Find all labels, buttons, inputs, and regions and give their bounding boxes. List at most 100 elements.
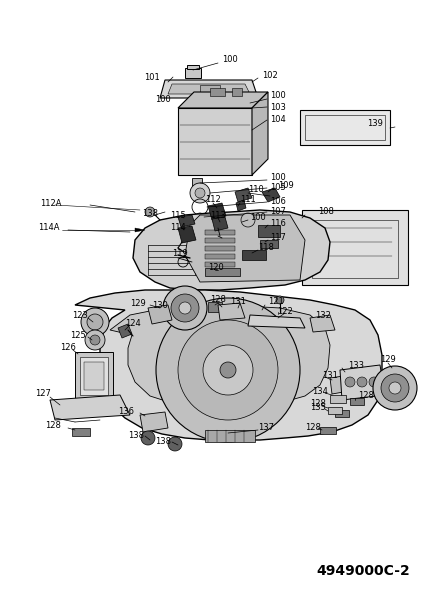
- Circle shape: [369, 377, 379, 387]
- Polygon shape: [212, 217, 228, 231]
- Circle shape: [141, 431, 155, 445]
- Circle shape: [87, 314, 103, 330]
- Bar: [80, 357, 108, 395]
- Circle shape: [90, 335, 100, 345]
- Text: 102: 102: [262, 71, 278, 80]
- Text: 106: 106: [270, 197, 286, 206]
- Bar: [205, 246, 235, 251]
- Text: 118: 118: [258, 244, 274, 253]
- Text: 128: 128: [305, 422, 321, 431]
- Bar: [208, 302, 222, 312]
- Bar: [335, 410, 349, 417]
- Bar: [205, 430, 255, 442]
- Text: 122: 122: [277, 307, 293, 316]
- Text: 134: 134: [312, 388, 328, 397]
- Text: 100: 100: [270, 173, 286, 182]
- Bar: [328, 407, 342, 414]
- Polygon shape: [310, 315, 335, 332]
- Circle shape: [156, 298, 300, 442]
- Circle shape: [163, 286, 207, 330]
- Bar: [350, 398, 364, 405]
- Text: 114A: 114A: [38, 223, 59, 232]
- Polygon shape: [302, 210, 408, 285]
- Text: 111: 111: [240, 196, 256, 205]
- Circle shape: [190, 183, 210, 203]
- Circle shape: [357, 377, 367, 387]
- Text: 100: 100: [222, 55, 238, 64]
- Circle shape: [373, 366, 417, 410]
- Text: 128: 128: [310, 398, 326, 407]
- Polygon shape: [208, 203, 226, 220]
- Polygon shape: [340, 365, 385, 400]
- Bar: [205, 254, 235, 259]
- Bar: [72, 428, 90, 436]
- Bar: [205, 268, 240, 276]
- Text: 138: 138: [142, 208, 158, 217]
- Text: 120: 120: [208, 263, 224, 272]
- Text: 124: 124: [125, 319, 141, 328]
- Polygon shape: [235, 188, 252, 202]
- Bar: [330, 395, 346, 403]
- Text: 117: 117: [270, 233, 286, 242]
- Text: 128: 128: [210, 295, 226, 304]
- Text: 107: 107: [270, 208, 286, 217]
- Bar: [192, 100, 200, 108]
- Circle shape: [389, 382, 401, 394]
- Text: 104: 104: [270, 115, 286, 124]
- Circle shape: [81, 308, 109, 336]
- Polygon shape: [140, 412, 168, 432]
- Bar: [185, 68, 201, 78]
- Text: 136: 136: [118, 407, 134, 416]
- Circle shape: [241, 213, 255, 227]
- Text: 137: 137: [258, 424, 274, 433]
- Polygon shape: [218, 303, 245, 320]
- Bar: [205, 238, 235, 243]
- Text: 100: 100: [270, 91, 286, 100]
- Polygon shape: [236, 200, 246, 211]
- Bar: [75, 352, 113, 400]
- Text: 132: 132: [315, 311, 331, 320]
- Polygon shape: [252, 92, 268, 175]
- Bar: [200, 85, 220, 93]
- Text: 138: 138: [128, 431, 144, 439]
- Polygon shape: [178, 92, 268, 108]
- Polygon shape: [135, 228, 145, 232]
- Text: 112A: 112A: [40, 199, 61, 208]
- Text: 116: 116: [270, 218, 286, 227]
- Text: 133: 133: [348, 361, 364, 370]
- Text: 130: 130: [152, 301, 168, 310]
- Circle shape: [171, 294, 199, 322]
- Polygon shape: [75, 290, 382, 440]
- Text: 101: 101: [144, 73, 160, 82]
- Text: 128: 128: [358, 391, 374, 400]
- Bar: [320, 427, 336, 434]
- Text: 138: 138: [155, 437, 171, 446]
- Circle shape: [203, 345, 253, 395]
- Polygon shape: [118, 324, 132, 338]
- Circle shape: [145, 207, 155, 217]
- Text: 103: 103: [270, 103, 286, 112]
- Polygon shape: [178, 226, 196, 243]
- Polygon shape: [300, 110, 390, 145]
- Bar: [84, 362, 104, 390]
- Polygon shape: [50, 395, 130, 420]
- Polygon shape: [178, 215, 195, 227]
- Circle shape: [168, 437, 182, 451]
- Polygon shape: [160, 80, 258, 98]
- Bar: [205, 262, 235, 267]
- Bar: [238, 100, 246, 108]
- Polygon shape: [168, 84, 250, 94]
- Polygon shape: [148, 305, 172, 324]
- Text: 112: 112: [205, 196, 221, 205]
- Text: 129: 129: [380, 355, 396, 364]
- Circle shape: [179, 302, 191, 314]
- Text: 4949000C-2: 4949000C-2: [316, 564, 410, 578]
- Polygon shape: [262, 188, 280, 202]
- Text: 114: 114: [170, 223, 186, 232]
- Bar: [232, 88, 242, 96]
- Circle shape: [220, 362, 236, 378]
- Text: 109: 109: [278, 181, 294, 190]
- Circle shape: [276, 296, 284, 304]
- Bar: [205, 230, 235, 235]
- Bar: [210, 88, 225, 96]
